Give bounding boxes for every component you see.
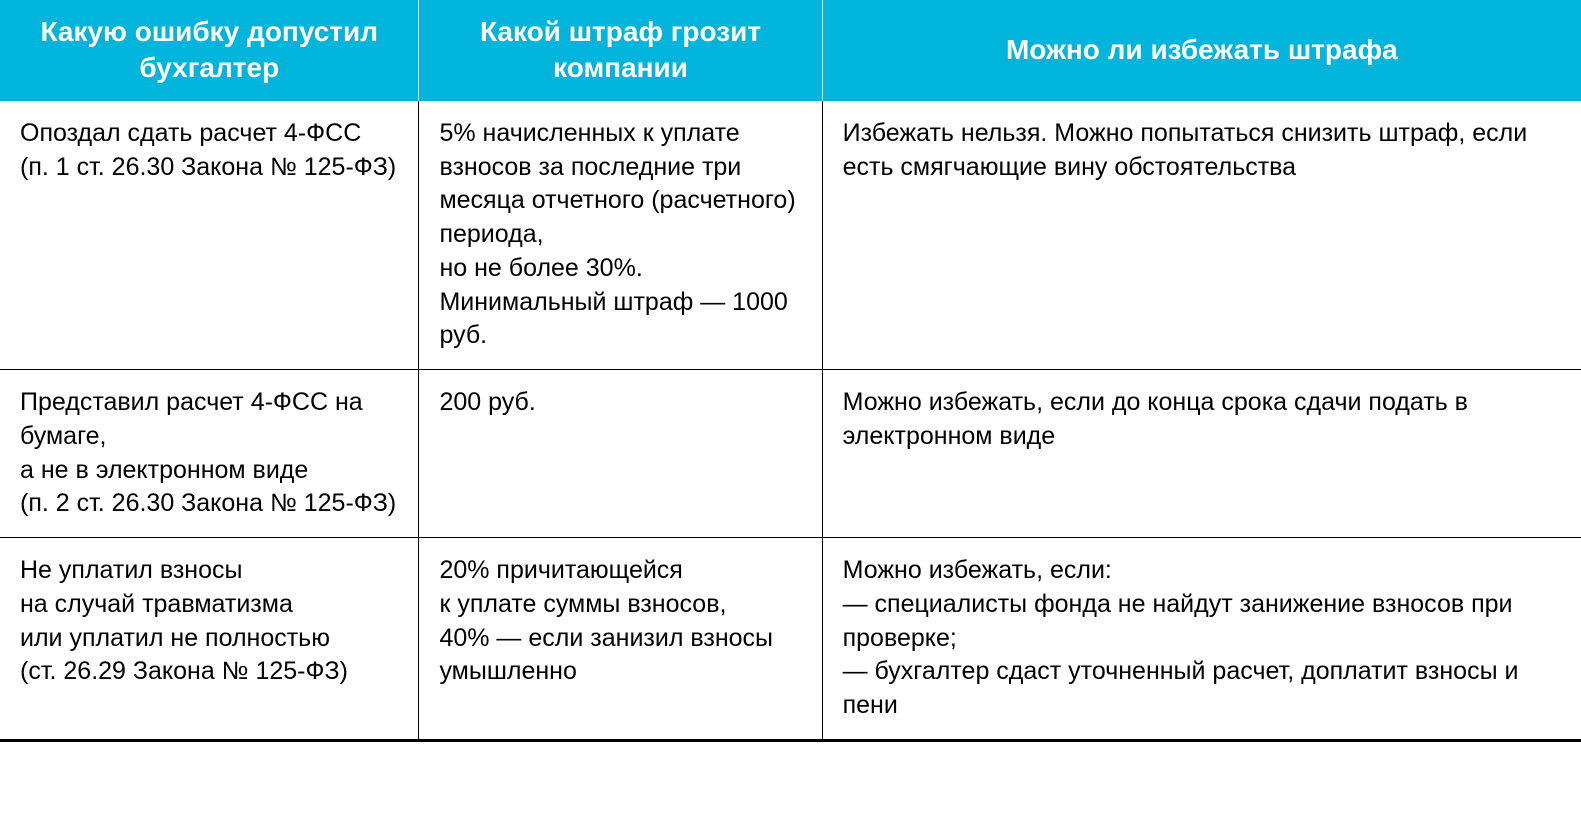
cell-fine: 20% причитающейся к уплате суммы взносов… [419, 538, 822, 741]
penalty-table: Какую ошибку допустил бухгалтер Какой шт… [0, 0, 1581, 742]
header-error: Какую ошибку допустил бухгалтер [0, 0, 419, 101]
cell-avoid: Можно избежать, если до конца срока сдач… [822, 370, 1581, 538]
cell-error: Представил расчет 4-ФСС на бумаге, а не … [0, 370, 419, 538]
cell-avoid: Избежать нельзя. Можно попытаться снизит… [822, 101, 1581, 370]
table-header-row: Какую ошибку допустил бухгалтер Какой шт… [0, 0, 1581, 101]
header-fine: Какой штраф грозит компании [419, 0, 822, 101]
header-avoid: Можно ли избежать штрафа [822, 0, 1581, 101]
table-row: Представил расчет 4-ФСС на бумаге, а не … [0, 370, 1581, 538]
cell-error: Опоздал сдать расчет 4-ФСС (п. 1 ст. 26.… [0, 101, 419, 370]
cell-error: Не уплатил взносы на случай травматизма … [0, 538, 419, 741]
table-row: Опоздал сдать расчет 4-ФСС (п. 1 ст. 26.… [0, 101, 1581, 370]
cell-avoid: Можно избежать, если: — специалисты фонд… [822, 538, 1581, 741]
cell-fine: 5% начисленных к уплате взносов за после… [419, 101, 822, 370]
table-row: Не уплатил взносы на случай травматизма … [0, 538, 1581, 741]
cell-fine: 200 руб. [419, 370, 822, 538]
